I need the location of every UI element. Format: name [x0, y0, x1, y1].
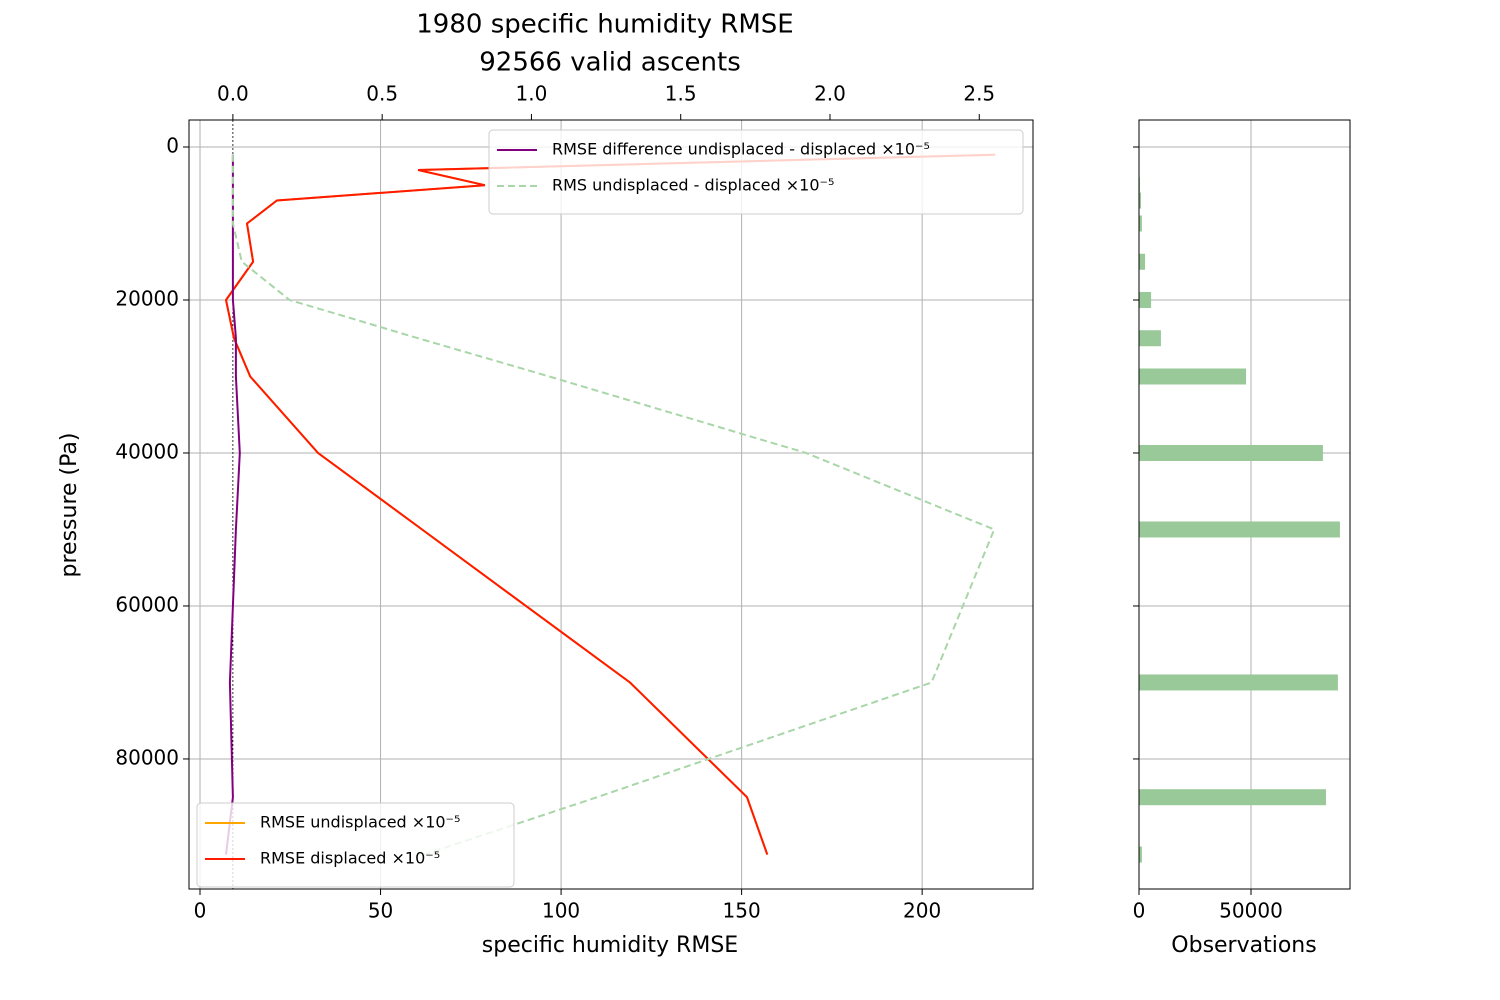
series-line — [224, 153, 996, 855]
y-tick-label: 80000 — [115, 745, 179, 769]
x2-tick-label: 2.5 — [963, 82, 995, 106]
plot-frame — [1138, 119, 1351, 890]
bar — [1139, 215, 1142, 232]
x-axis-label: Observations — [1171, 933, 1316, 958]
x2-tick-label: 1.0 — [516, 82, 548, 106]
x-tick-label: 200 — [903, 899, 941, 923]
legend-label: RMSE undisplaced ×10⁻⁵ — [260, 813, 460, 832]
y-axis-label: pressure (Pa) — [57, 433, 82, 578]
bar — [1139, 291, 1152, 308]
x2-tick-label: 1.5 — [665, 82, 697, 106]
legend-label: RMSE difference undisplaced - displaced … — [552, 140, 930, 159]
legend-box — [196, 802, 515, 888]
bar — [1139, 674, 1338, 691]
x2-tick-label: 0.0 — [217, 82, 249, 106]
bar — [1139, 846, 1142, 863]
legend-box — [488, 129, 1024, 215]
legend-label: RMSE displaced ×10⁻⁵ — [260, 849, 440, 868]
x-tick-label: 100 — [542, 899, 580, 923]
series-line — [224, 153, 996, 855]
chart-subtitle: 92566 valid ascents — [479, 48, 741, 78]
x-tick-label: 150 — [723, 899, 761, 923]
series-line — [231, 154, 996, 856]
x-tick-label: 0 — [1133, 899, 1146, 923]
bar — [1139, 368, 1247, 385]
x-axis-label: specific humidity RMSE — [482, 933, 738, 958]
legend-label: RMS undisplaced - displaced ×10⁻⁵ — [552, 176, 834, 195]
y-tick-label: 20000 — [115, 286, 179, 310]
y-tick-label: 40000 — [115, 439, 179, 463]
x-tick-label: 50000 — [1219, 899, 1283, 923]
bar — [1139, 444, 1323, 461]
bar — [1139, 789, 1327, 806]
chart-title: 1980 specific humidity RMSE — [416, 10, 793, 40]
x2-tick-label: 0.5 — [366, 82, 398, 106]
bar — [1139, 253, 1146, 270]
bar — [1139, 192, 1142, 209]
x-tick-label: 50 — [368, 899, 393, 923]
x2-tick-label: 2.0 — [814, 82, 846, 106]
x-tick-label: 0 — [194, 899, 207, 923]
plot-frame — [188, 119, 1034, 890]
y-tick-label: 60000 — [115, 592, 179, 616]
y-tick-label: 0 — [166, 134, 179, 158]
bar — [1139, 521, 1340, 538]
bar — [1139, 330, 1161, 347]
